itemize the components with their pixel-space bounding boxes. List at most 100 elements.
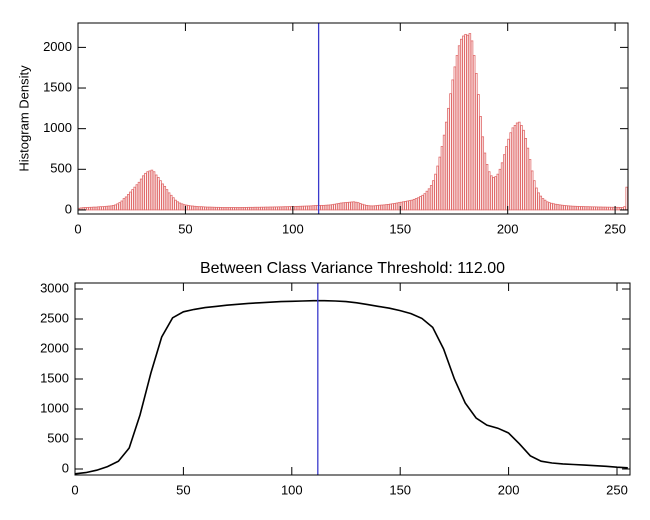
bar xyxy=(518,121,521,211)
bar xyxy=(625,186,628,211)
bar xyxy=(376,205,379,211)
bar xyxy=(333,203,336,211)
bar xyxy=(434,173,437,211)
bar xyxy=(455,55,459,211)
bar xyxy=(189,205,192,211)
bar xyxy=(94,206,98,211)
bar xyxy=(90,206,94,211)
bar xyxy=(288,206,291,211)
bar xyxy=(109,205,113,211)
bar xyxy=(371,205,375,211)
bar xyxy=(483,152,487,211)
bar xyxy=(215,206,218,211)
bar xyxy=(296,205,300,211)
bar xyxy=(515,122,519,211)
bar xyxy=(556,204,560,211)
bar xyxy=(569,205,573,211)
bar xyxy=(346,202,349,211)
bar xyxy=(266,206,270,211)
x-tick-label: 150 xyxy=(389,221,411,236)
bar xyxy=(200,206,203,211)
bar xyxy=(159,180,162,211)
bar xyxy=(206,206,210,211)
bar xyxy=(307,205,311,211)
bar xyxy=(193,205,197,211)
bar xyxy=(157,177,160,211)
bar xyxy=(502,154,506,211)
bar xyxy=(427,188,431,211)
bar xyxy=(472,55,476,211)
bar xyxy=(275,206,278,211)
bar xyxy=(369,205,373,211)
bar xyxy=(410,199,414,211)
bar xyxy=(131,189,134,211)
bar xyxy=(354,201,358,211)
bar xyxy=(348,201,351,211)
bar xyxy=(429,185,433,211)
bar xyxy=(449,93,452,211)
bar xyxy=(258,206,261,211)
chart-title: Between Class Variance Threshold: 112.00 xyxy=(200,260,505,277)
y-tick-label: 0 xyxy=(65,201,72,216)
bar xyxy=(432,180,435,211)
bar xyxy=(197,206,201,211)
bar xyxy=(243,207,246,211)
bar xyxy=(111,205,115,211)
bar xyxy=(603,206,607,211)
bar xyxy=(593,206,596,211)
bar xyxy=(176,201,179,211)
bar xyxy=(238,207,242,211)
x-tick-label: 50 xyxy=(178,221,192,236)
bar xyxy=(498,168,502,211)
bar xyxy=(182,204,186,211)
bar xyxy=(154,174,158,211)
bar xyxy=(322,204,326,211)
bar xyxy=(352,201,356,211)
bar xyxy=(453,66,457,211)
bar xyxy=(404,201,407,211)
bar xyxy=(359,203,362,211)
bar xyxy=(142,175,145,211)
bar xyxy=(264,206,268,211)
x-tick-label: 100 xyxy=(281,482,303,497)
bar xyxy=(393,203,396,211)
bar xyxy=(537,192,540,211)
bar xyxy=(283,206,287,211)
bar xyxy=(481,136,485,211)
bar xyxy=(305,205,308,211)
x-tick-label: 200 xyxy=(497,221,519,236)
bar xyxy=(122,198,126,211)
bar xyxy=(223,207,227,211)
bar xyxy=(470,40,474,211)
bar xyxy=(225,207,229,211)
y-tick-label: 0 xyxy=(62,460,69,475)
bar xyxy=(576,205,579,211)
bar xyxy=(567,205,570,211)
bar xyxy=(341,202,345,211)
bar xyxy=(270,206,274,211)
bar xyxy=(240,207,244,211)
bar xyxy=(558,204,562,211)
plot-frame xyxy=(74,282,631,476)
bar xyxy=(485,164,489,211)
bar xyxy=(281,206,285,211)
x-tick-label: 0 xyxy=(71,482,78,497)
bar xyxy=(573,205,577,211)
bar xyxy=(298,205,302,211)
bar xyxy=(414,198,418,211)
bar xyxy=(169,194,173,211)
bar xyxy=(324,204,328,211)
bar xyxy=(580,206,583,211)
bar xyxy=(337,203,341,211)
bar xyxy=(268,206,272,211)
bar xyxy=(365,204,369,211)
bar xyxy=(301,205,304,211)
bar xyxy=(88,206,91,211)
bar xyxy=(382,204,386,211)
bar xyxy=(202,206,205,211)
bar xyxy=(167,192,171,211)
bar xyxy=(144,172,147,211)
bar xyxy=(255,206,259,211)
bar xyxy=(412,198,416,211)
